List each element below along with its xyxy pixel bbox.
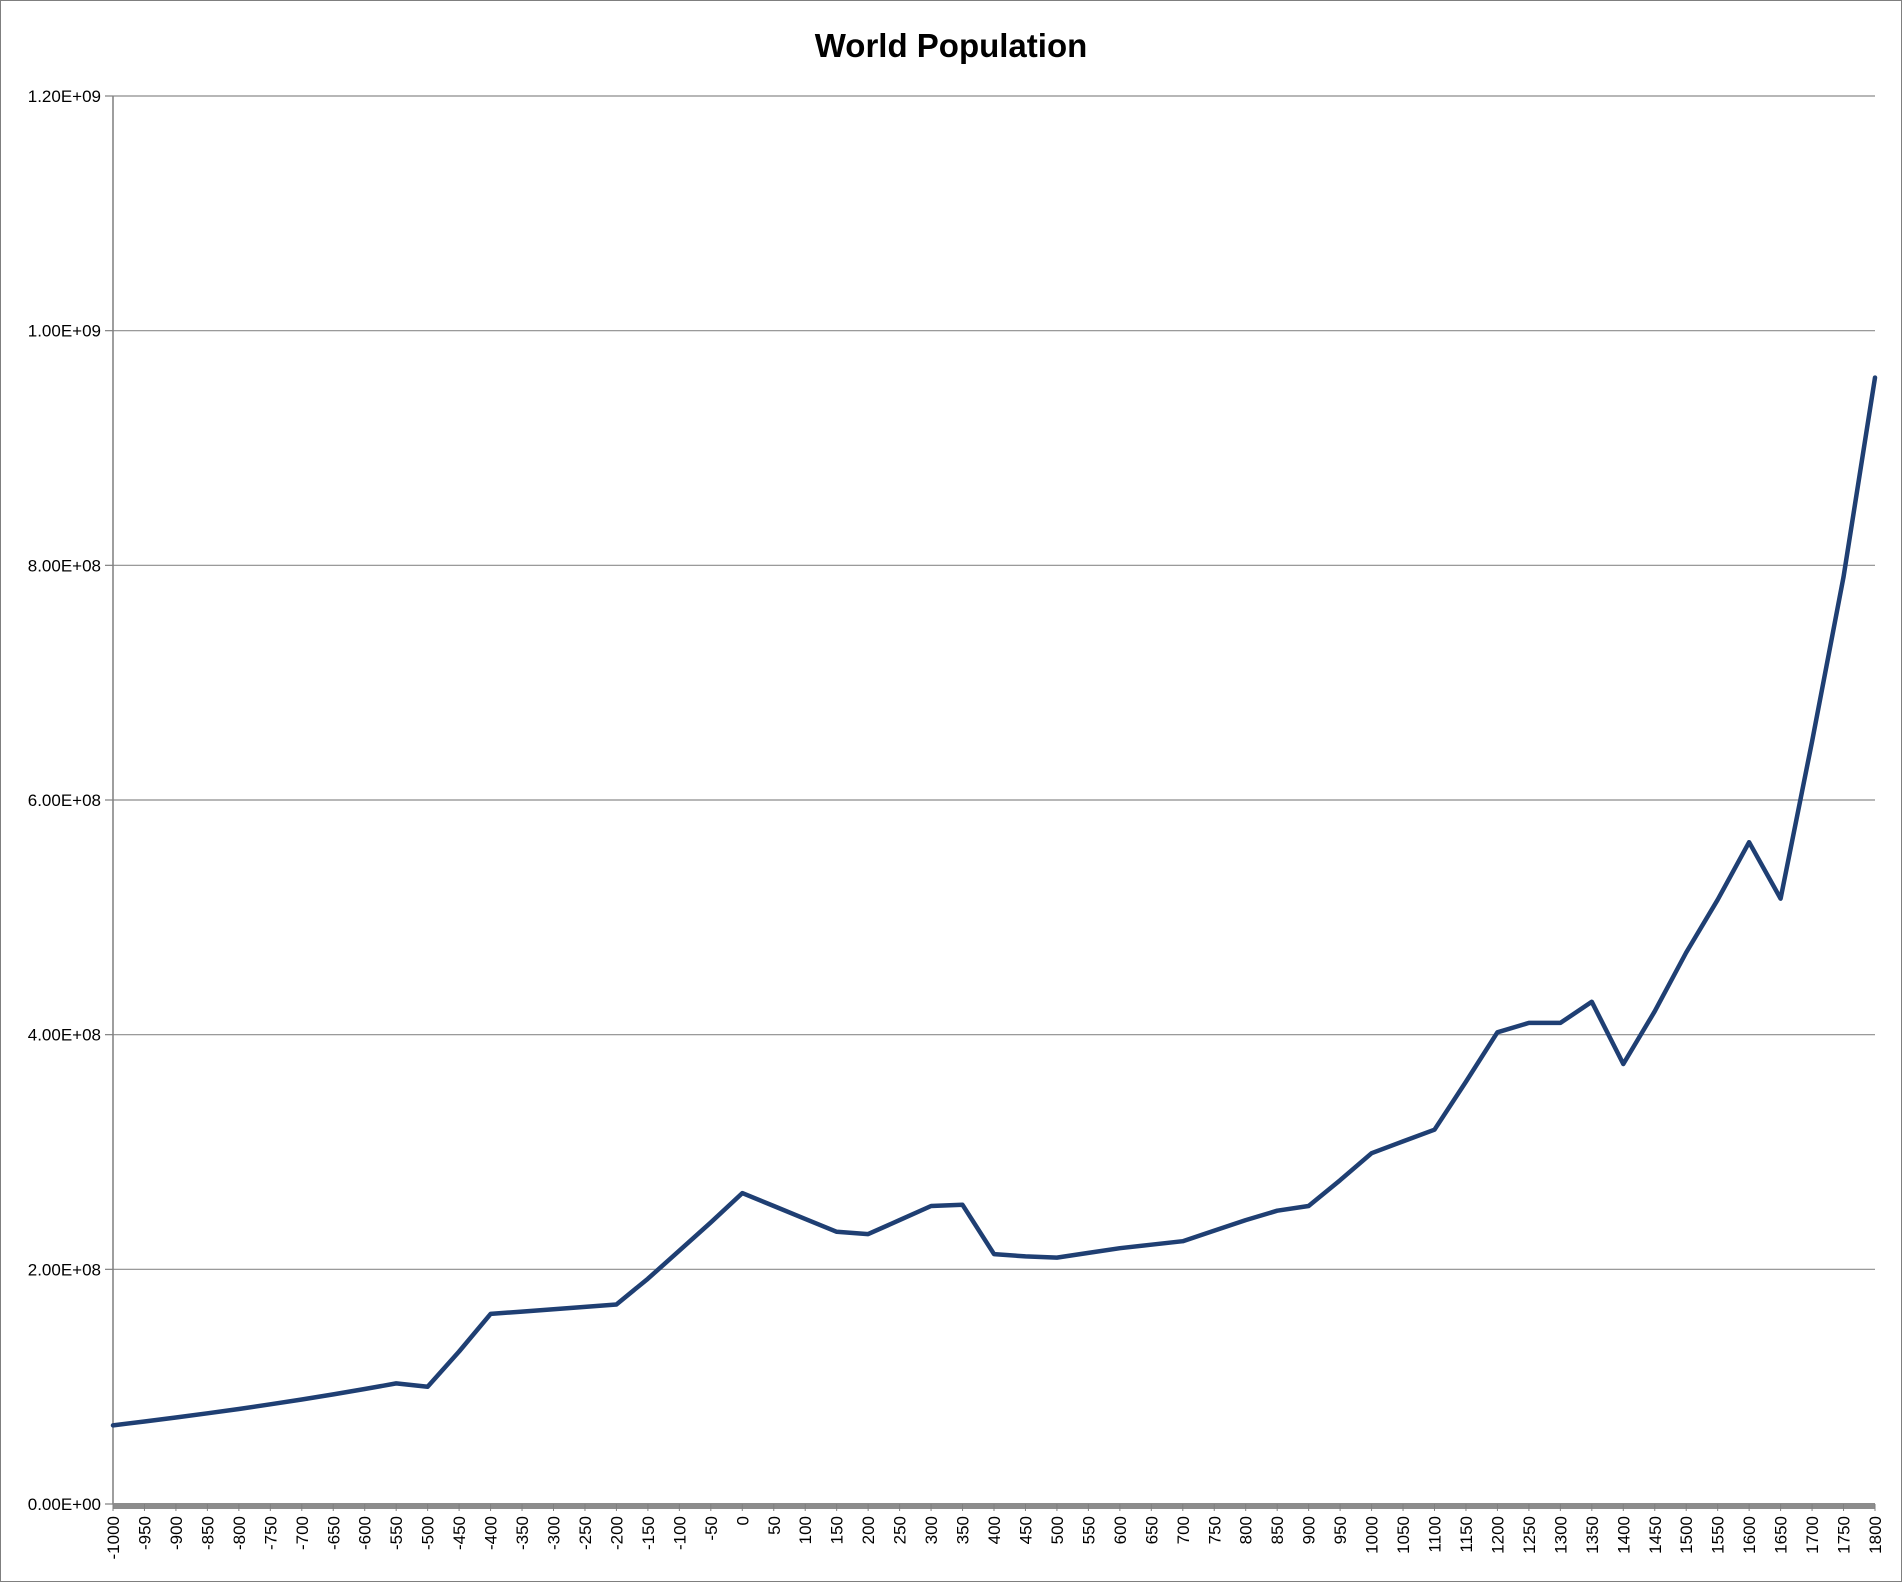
- x-tick-label: 450: [1016, 1516, 1035, 1544]
- x-tick-label: -600: [356, 1516, 375, 1550]
- x-tick-label: 1750: [1835, 1516, 1854, 1554]
- x-tick-label: -200: [607, 1516, 626, 1550]
- x-tick-label: 1800: [1866, 1516, 1885, 1554]
- x-tick-label: -250: [576, 1516, 595, 1550]
- x-tick-label: 500: [1048, 1516, 1067, 1544]
- x-tick-label: 150: [828, 1516, 847, 1544]
- x-tick-label: 650: [1142, 1516, 1161, 1544]
- x-tick-label: 1250: [1520, 1516, 1539, 1554]
- y-tick-label: 2.00E+08: [28, 1260, 101, 1279]
- x-tick-label: 1200: [1488, 1516, 1507, 1554]
- y-tick-label: 1.00E+09: [28, 322, 101, 341]
- x-tick-label: 1500: [1677, 1516, 1696, 1554]
- x-tick-label: 1300: [1551, 1516, 1570, 1554]
- x-tick-label: -100: [670, 1516, 689, 1550]
- x-tick-label: 350: [954, 1516, 973, 1544]
- x-tick-label: 0: [733, 1516, 752, 1525]
- x-tick-label: -700: [293, 1516, 312, 1550]
- x-tick-label: 250: [891, 1516, 910, 1544]
- x-tick-labels: -1000 -950 -900 -850 -800 -750 -700 -650 -600 -55…: [104, 1516, 1885, 1559]
- x-tick-label: 1650: [1772, 1516, 1791, 1554]
- axis-layer: [105, 95, 1876, 1511]
- x-tick-label: 850: [1268, 1516, 1287, 1544]
- x-tick-label: -950: [135, 1516, 154, 1550]
- y-tick-label: 4.00E+08: [28, 1026, 101, 1045]
- x-tick-label: 300: [922, 1516, 941, 1544]
- x-tick-label: 1400: [1614, 1516, 1633, 1554]
- x-tick-label: 1450: [1646, 1516, 1665, 1554]
- x-tick-label: -150: [639, 1516, 658, 1550]
- x-tick-label: 1100: [1426, 1516, 1445, 1553]
- x-tick-label: 550: [1079, 1516, 1098, 1544]
- x-tick-label: 950: [1331, 1516, 1350, 1544]
- x-tick-label: -500: [419, 1516, 438, 1550]
- series-line: [110, 375, 1878, 1428]
- x-tick-label: -350: [513, 1516, 532, 1550]
- x-tick-label: 600: [1111, 1516, 1130, 1544]
- x-tick-label: 200: [859, 1516, 878, 1544]
- x-tick-label: 750: [1205, 1516, 1224, 1544]
- x-tick-label: -1000: [104, 1516, 123, 1559]
- y-tick-label: 0.00E+00: [28, 1495, 101, 1514]
- y-tick-label: 8.00E+08: [28, 556, 101, 575]
- x-tick-label: 900: [1300, 1516, 1319, 1544]
- x-tick-label: 100: [796, 1516, 815, 1544]
- chart-title: World Population: [815, 27, 1088, 64]
- x-tick-label: -850: [198, 1516, 217, 1550]
- x-tick-label: 700: [1174, 1516, 1193, 1544]
- x-tick-label: 1700: [1803, 1516, 1822, 1554]
- series-layer: [110, 375, 1878, 1428]
- x-tick-label: 1000: [1363, 1516, 1382, 1554]
- x-tick-label: -400: [482, 1516, 501, 1550]
- x-tick-label: -450: [450, 1516, 469, 1550]
- x-tick-label: 1050: [1394, 1516, 1413, 1554]
- x-tick-label: -300: [545, 1516, 564, 1550]
- x-tick-label: 1550: [1709, 1516, 1728, 1554]
- grid-layer: [113, 95, 1875, 1270]
- y-tick-labels: 0.00E+00 2.00E+08 4.00E+08 6.00E+08 8.00E+08…: [28, 87, 101, 1514]
- y-tick-label: 6.00E+08: [28, 791, 101, 810]
- x-tick-label: 1150: [1457, 1516, 1476, 1553]
- x-tick-label: 1600: [1740, 1516, 1759, 1554]
- x-tick-label: 800: [1237, 1516, 1256, 1544]
- x-tick-label: -550: [387, 1516, 406, 1550]
- y-tick-label: 1.20E+09: [28, 87, 101, 106]
- x-tick-label: -750: [261, 1516, 280, 1550]
- x-tick-label: -900: [167, 1516, 186, 1550]
- x-tick-label: 1350: [1583, 1516, 1602, 1554]
- x-tick-label: 400: [985, 1516, 1004, 1544]
- x-tick-label: -650: [324, 1516, 343, 1550]
- x-tick-label: 50: [765, 1516, 784, 1535]
- x-tick-label: -800: [230, 1516, 249, 1550]
- x-tick-label: -50: [702, 1516, 721, 1541]
